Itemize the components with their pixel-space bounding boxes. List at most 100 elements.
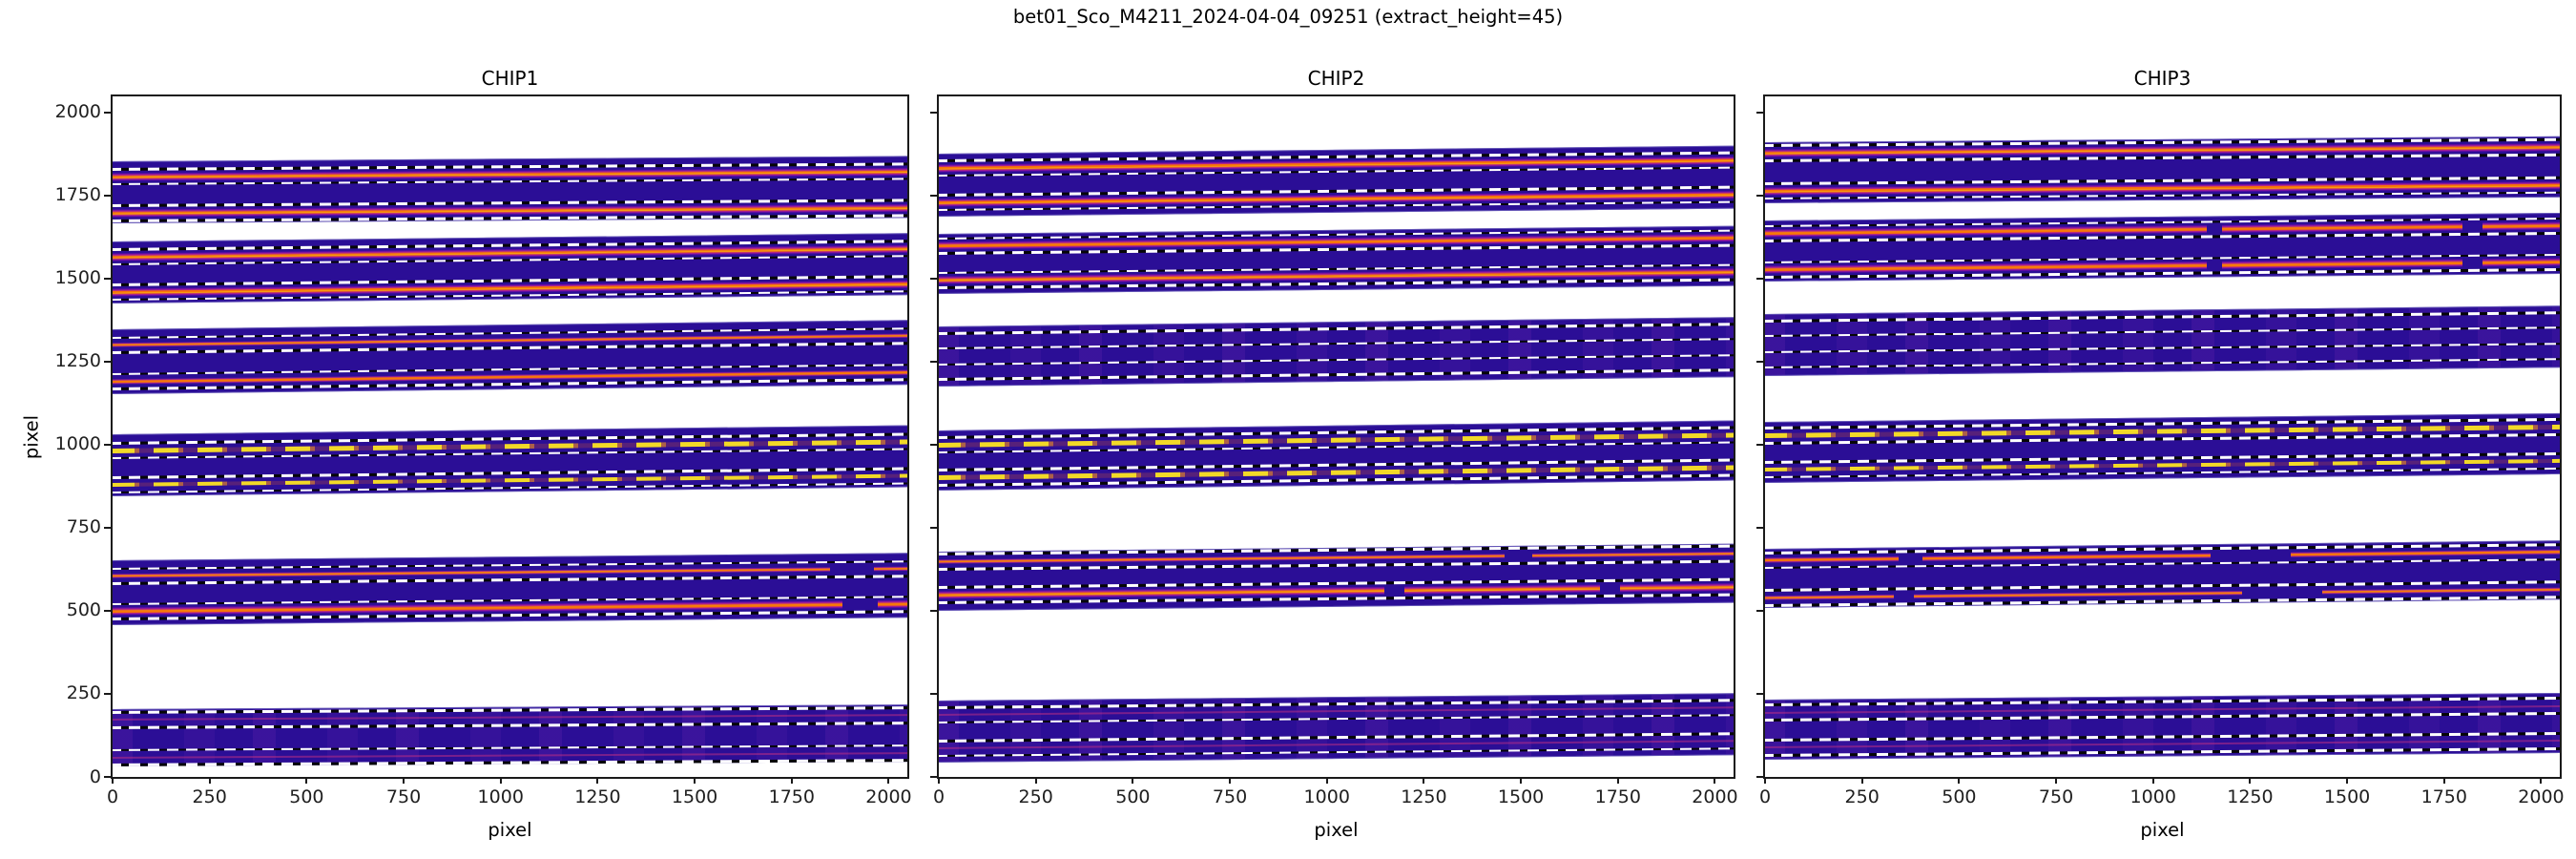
y-tick-mark — [930, 194, 937, 197]
y-tick-label: 500 — [66, 599, 101, 621]
x-tick-mark — [1132, 777, 1134, 784]
panel-title-chip1: CHIP1 — [481, 67, 539, 90]
x-tick-mark — [790, 777, 793, 784]
x-axis-label: pixel — [1314, 819, 1359, 841]
x-tick-label: 500 — [1942, 786, 1977, 807]
y-tick-mark — [930, 111, 937, 114]
order-band — [939, 420, 1734, 491]
order-band — [113, 233, 907, 304]
y-tick-mark — [1756, 526, 1763, 529]
trace-gap — [1898, 554, 1922, 565]
order-band — [1765, 692, 2560, 760]
y-tick-mark — [1756, 360, 1763, 363]
trace-gap — [830, 563, 875, 576]
y-tick-label: 1250 — [54, 350, 101, 372]
x-tick-label: 2000 — [1692, 786, 1738, 807]
y-tick-mark — [930, 443, 937, 446]
order-band — [1765, 540, 2560, 609]
order-band — [939, 145, 1734, 218]
x-tick-label: 0 — [106, 786, 119, 807]
x-tick-label: 1500 — [671, 786, 718, 807]
trace-gap — [841, 598, 879, 611]
x-tick-mark — [694, 777, 696, 784]
x-tick-mark — [305, 777, 308, 784]
panel-title-chip3: CHIP3 — [2133, 67, 2192, 90]
trace-gap — [2462, 257, 2483, 268]
x-tick-mark — [112, 777, 114, 784]
x-tick-label: 1000 — [1303, 786, 1350, 807]
trace-gap — [1504, 550, 1533, 562]
x-tick-label: 250 — [192, 786, 227, 807]
x-tick-mark — [403, 777, 405, 784]
x-tick-mark — [2249, 777, 2252, 784]
x-tick-label: 1750 — [768, 786, 815, 807]
trace-gap — [2206, 223, 2223, 235]
x-tick-label: 750 — [385, 786, 422, 807]
x-tick-mark — [1714, 777, 1716, 784]
trace-gap — [2210, 550, 2291, 561]
y-tick-mark — [930, 609, 937, 612]
y-tick-mark — [104, 776, 111, 778]
x-tick-mark — [1325, 777, 1328, 784]
x-tick-label: 2000 — [865, 786, 912, 807]
x-tick-mark — [1034, 777, 1037, 784]
order-band — [1765, 305, 2560, 377]
x-tick-mark — [2055, 777, 2058, 784]
x-tick-mark — [887, 777, 890, 784]
y-tick-mark — [930, 692, 937, 695]
y-tick-label: 250 — [66, 682, 101, 704]
x-axis-label: pixel — [488, 819, 532, 841]
y-tick-mark — [104, 360, 111, 363]
y-tick-mark — [1756, 443, 1763, 446]
x-tick-mark — [1616, 777, 1619, 784]
x-tick-label: 500 — [289, 786, 324, 807]
y-tick-mark — [1756, 692, 1763, 695]
x-tick-label: 1500 — [2323, 786, 2371, 807]
x-axis-label: pixel — [2140, 819, 2185, 841]
x-tick-mark — [596, 777, 599, 784]
y-tick-label: 1000 — [54, 433, 101, 455]
x-tick-label: 1000 — [2129, 786, 2176, 807]
y-tick-label: 1750 — [54, 184, 101, 206]
order-band — [113, 553, 907, 626]
plot-area-chip2 — [939, 96, 1734, 777]
x-tick-label: 0 — [1758, 786, 1772, 807]
trace-gap — [2462, 220, 2483, 232]
x-tick-label: 1750 — [2420, 786, 2467, 807]
plot-area-chip3 — [1765, 96, 2560, 777]
x-tick-label: 1250 — [574, 786, 621, 807]
figure-title: bet01_Sco_M4211_2024-04-04_09251 (extrac… — [1012, 6, 1564, 28]
y-tick-mark — [104, 443, 111, 446]
x-tick-mark — [2540, 777, 2543, 784]
y-tick-mark — [104, 111, 111, 114]
order-band — [113, 425, 907, 496]
x-tick-mark — [1229, 777, 1232, 784]
y-tick-mark — [1756, 776, 1763, 778]
x-tick-label: 2000 — [2518, 786, 2565, 807]
order-band — [1765, 136, 2560, 204]
x-tick-mark — [1958, 777, 1961, 784]
order-band — [113, 703, 907, 766]
y-tick-mark — [930, 526, 937, 529]
x-tick-label: 250 — [1844, 786, 1880, 807]
panel-title-chip2: CHIP2 — [1307, 67, 1365, 90]
x-tick-label: 1250 — [2227, 786, 2274, 807]
y-tick-mark — [930, 277, 937, 280]
x-tick-mark — [1520, 777, 1523, 784]
x-tick-mark — [1764, 777, 1766, 784]
y-tick-mark — [930, 360, 937, 363]
y-tick-mark — [104, 194, 111, 197]
y-tick-label: 0 — [89, 765, 101, 787]
y-tick-label: 2000 — [54, 101, 101, 123]
x-tick-mark — [2346, 777, 2349, 784]
x-tick-label: 1000 — [477, 786, 524, 807]
trace-gap — [1383, 585, 1404, 597]
y-tick-mark — [104, 609, 111, 612]
y-tick-mark — [1756, 194, 1763, 197]
y-tick-mark — [104, 526, 111, 529]
x-tick-label: 250 — [1018, 786, 1053, 807]
order-band — [1765, 212, 2560, 282]
x-tick-mark — [1860, 777, 1863, 784]
x-tick-mark — [2442, 777, 2445, 784]
